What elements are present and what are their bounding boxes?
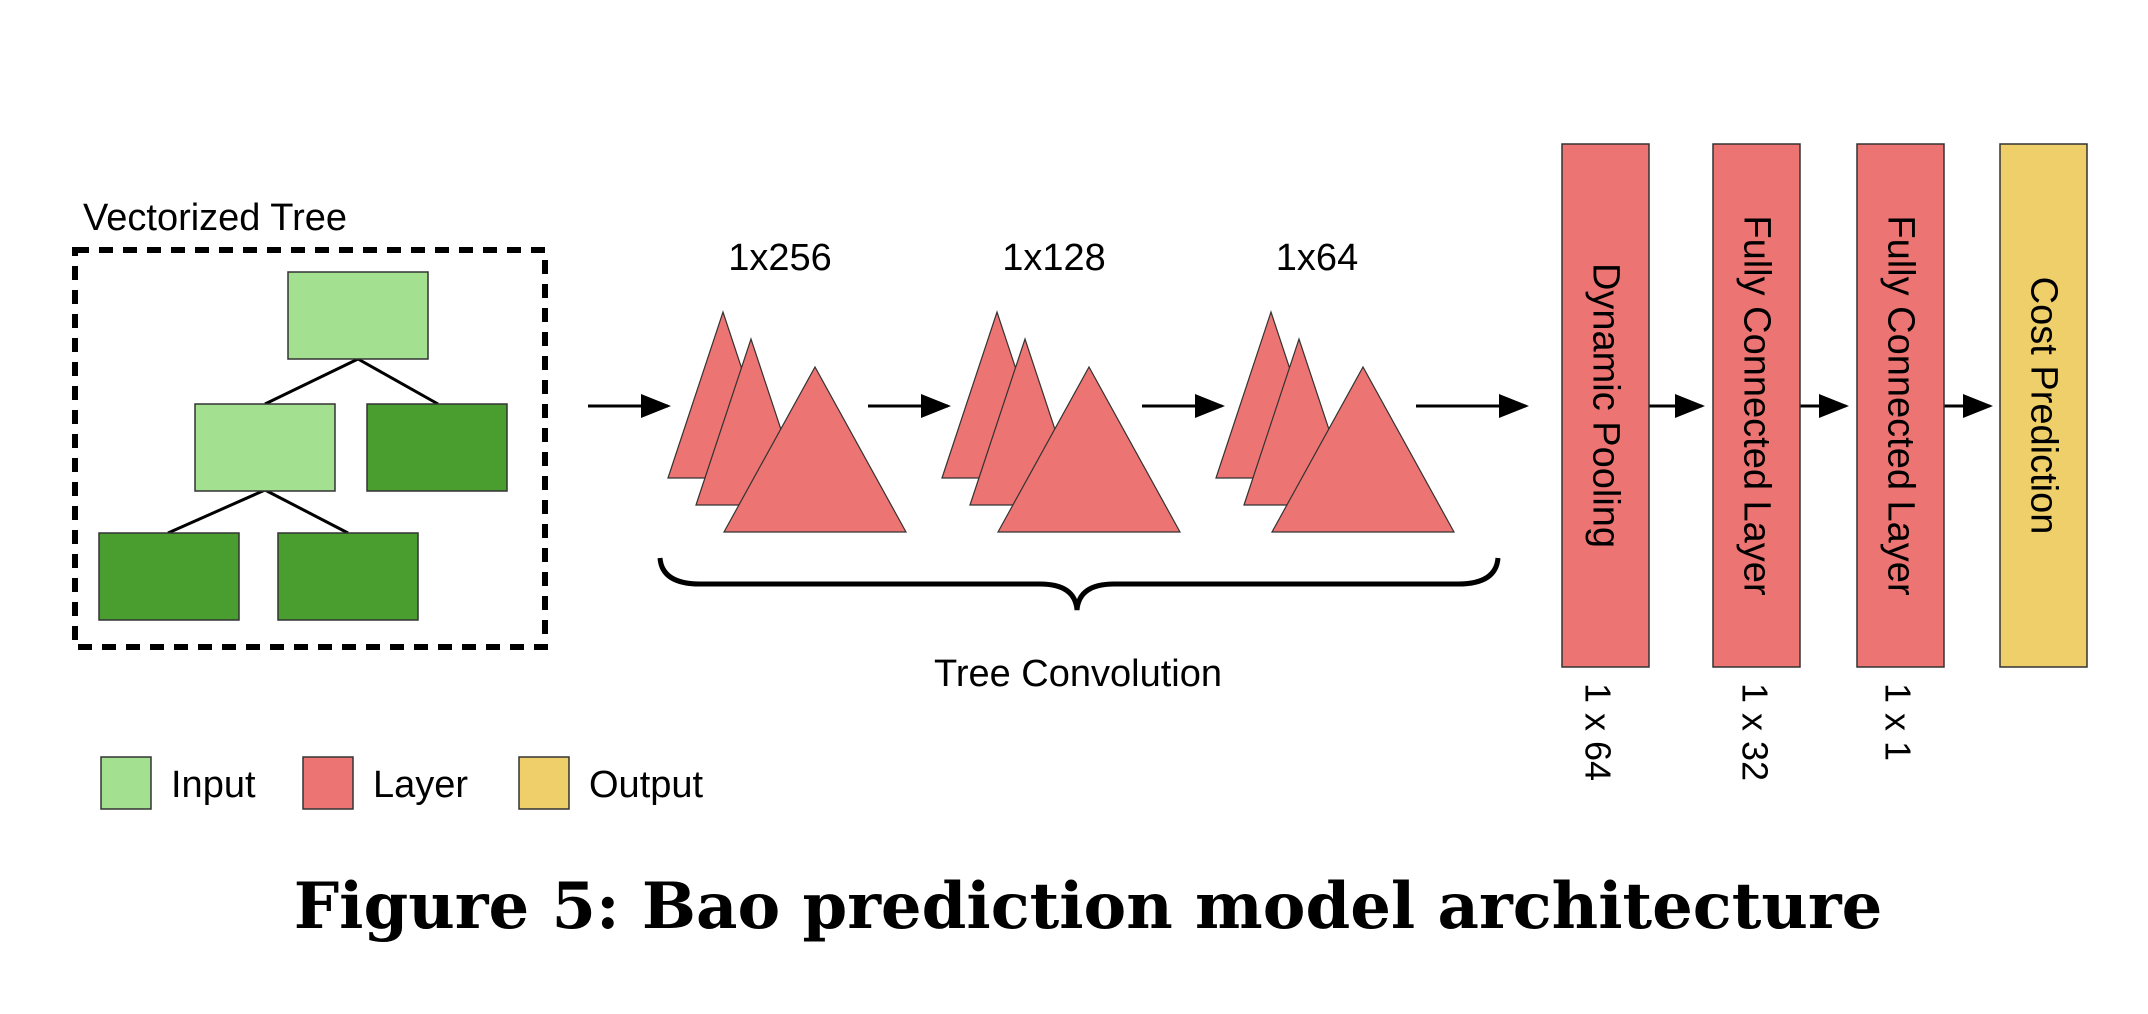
- layer-cost-prediction: Cost Prediction: [1999, 143, 2088, 668]
- tree-edge: [264, 357, 359, 406]
- output-block: [1999, 143, 2088, 668]
- legend-item-output: Output: [518, 756, 704, 810]
- layer-label: Fully Connected Layer: [1736, 215, 1778, 596]
- output-label: Cost Prediction: [2023, 277, 2065, 535]
- layer-block: [1856, 143, 1945, 668]
- conv-size-label: 1x128: [1002, 237, 1106, 279]
- layer-label: Dynamic Pooling: [1585, 263, 1627, 548]
- layer-size-label: 1 x 1: [1878, 683, 1919, 761]
- dense-layers: Dynamic Pooling 1 x 64 Fully Connected L…: [1561, 143, 2088, 781]
- layer-size-label: 1 x 32: [1735, 683, 1776, 781]
- legend-label: Input: [171, 764, 256, 806]
- figure-caption: Figure 5: Bao prediction model architect…: [294, 869, 1883, 944]
- layer-fully-connected-2: Fully Connected Layer 1 x 1: [1856, 143, 1945, 761]
- conv-stack-1: 1x256: [667, 237, 908, 533]
- tree-node-left-right: [277, 532, 419, 621]
- layer-label: Fully Connected Layer: [1880, 215, 1922, 596]
- legend-item-input: Input: [100, 756, 256, 810]
- layer-block: [1561, 143, 1650, 668]
- legend: Input Layer Output: [100, 756, 704, 810]
- legend-item-layer: Layer: [302, 756, 468, 810]
- layer-block: [1712, 143, 1801, 668]
- vectorized-tree: Vectorized Tree: [72, 197, 548, 650]
- legend-swatch: [302, 756, 354, 810]
- tree-edge: [167, 488, 266, 535]
- tree-node-left: [194, 403, 336, 492]
- conv-triangle: [1270, 365, 1456, 533]
- tree-node-left-left: [98, 532, 240, 621]
- tree-node-right: [366, 403, 508, 492]
- conv-stack-3: 1x64: [1215, 237, 1456, 533]
- layer-size-label: 1 x 64: [1578, 683, 1619, 781]
- legend-swatch: [518, 756, 570, 810]
- conv-label: Tree Convolution: [934, 653, 1222, 695]
- conv-size-label: 1x64: [1276, 237, 1358, 279]
- tree-title: Vectorized Tree: [83, 197, 347, 239]
- tree-edge: [264, 488, 349, 535]
- legend-label: Output: [589, 764, 704, 806]
- tree-convolution: 1x256 1x128 1x64 Tree Convolution: [657, 237, 1501, 695]
- conv-triangle: [722, 365, 908, 533]
- conv-size-label: 1x256: [728, 237, 832, 279]
- legend-swatch: [100, 756, 152, 810]
- legend-label: Layer: [373, 764, 468, 806]
- tree-edge: [357, 357, 439, 406]
- conv-brace: [657, 557, 1501, 611]
- conv-stack-2: 1x128: [941, 237, 1182, 533]
- conv-triangle: [996, 365, 1182, 533]
- layer-fully-connected-1: Fully Connected Layer 1 x 32: [1712, 143, 1801, 781]
- layer-dynamic-pooling: Dynamic Pooling 1 x 64: [1561, 143, 1650, 781]
- tree-node-root: [287, 271, 429, 360]
